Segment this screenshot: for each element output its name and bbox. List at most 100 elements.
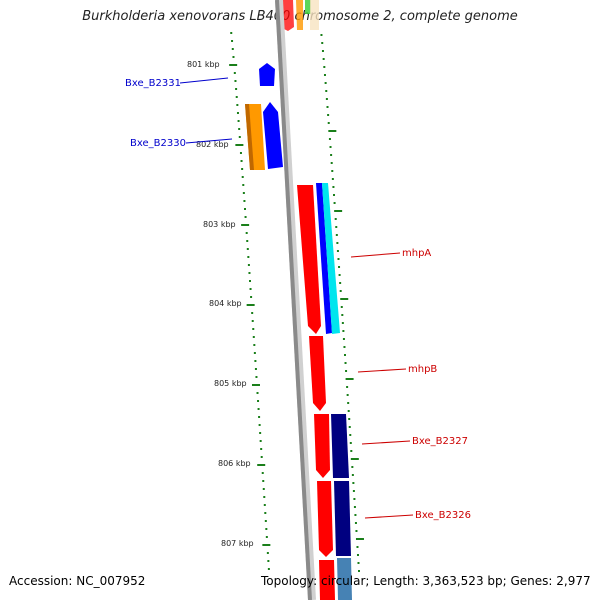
minor-tick: [231, 48, 234, 50]
minor-tick: [331, 178, 334, 180]
label-mhpa: mhpA: [402, 248, 431, 259]
minor-tick: [250, 296, 253, 298]
minor-tick: [249, 288, 252, 290]
minor-tick: [346, 386, 349, 388]
minor-tick: [332, 186, 335, 188]
label-bxe-b2326: Bxe_B2326: [415, 510, 471, 521]
minor-tick: [357, 562, 360, 564]
kbp-label-804: 804 kbp: [209, 299, 242, 308]
minor-tick: [331, 170, 334, 172]
minor-tick: [334, 218, 337, 220]
minor-tick: [264, 520, 267, 522]
minor-tick: [239, 152, 242, 154]
minor-tick: [350, 450, 353, 452]
kbp-label-805: 805 kbp: [214, 379, 247, 388]
minor-tick: [257, 408, 260, 410]
accession-text: Accession: NC_007952: [9, 574, 146, 588]
kbp-label-802: 802 kbp: [196, 140, 229, 149]
minor-tick: [263, 496, 266, 498]
minor-tick: [335, 226, 338, 228]
minor-tick: [263, 504, 266, 506]
minor-tick: [335, 234, 338, 236]
minor-tick: [352, 482, 355, 484]
minor-tick: [256, 392, 259, 394]
major-tick: [251, 384, 260, 386]
minor-tick: [237, 120, 240, 122]
label-bxe-b2331: Bxe_B2331: [125, 78, 181, 89]
kbp-label-806: 806 kbp: [218, 459, 251, 468]
minor-tick: [340, 306, 343, 308]
major-tick: [334, 210, 343, 212]
outer-genes: [297, 183, 352, 600]
minor-tick: [347, 410, 350, 412]
minor-tick: [321, 42, 324, 44]
kbp-labels: 801 kbp 802 kbp 803 kbp 804 kbp 805 kbp …: [187, 60, 254, 548]
minor-tick: [261, 472, 264, 474]
minor-tick: [356, 546, 359, 548]
gene-bxe-b2327: [314, 414, 330, 478]
top-orange-partial: [296, 0, 303, 30]
minor-tick: [358, 570, 360, 572]
minor-tick: [260, 456, 263, 458]
minor-tick: [244, 216, 247, 218]
major-tick: [350, 458, 359, 460]
minor-tick: [341, 322, 344, 324]
minor-tick: [354, 522, 357, 524]
minor-tick: [336, 242, 339, 244]
minor-tick: [355, 530, 358, 532]
minor-tick: [242, 184, 245, 186]
minor-tick: [321, 50, 324, 52]
minor-tick: [265, 528, 268, 530]
label-bxe-b2327: Bxe_B2327: [412, 436, 468, 447]
minor-tick: [352, 490, 355, 492]
minor-tick: [238, 136, 241, 138]
leader-mhpb: [357, 368, 407, 373]
minor-tick: [259, 432, 262, 434]
gene-navy-2: [334, 481, 351, 556]
major-tick: [246, 304, 255, 306]
minor-tick: [248, 272, 251, 274]
inner-genes: [245, 63, 283, 170]
minor-tick: [344, 362, 347, 364]
minor-tick: [245, 232, 248, 234]
minor-tick: [252, 328, 255, 330]
minor-tick: [246, 240, 249, 242]
minor-tick: [327, 122, 330, 124]
major-tick: [262, 544, 271, 546]
minor-tick: [351, 474, 354, 476]
minor-tick: [254, 368, 257, 370]
topology-text: Topology: circular; Length: 3,363,523 bp…: [261, 574, 591, 588]
leader-lines: [179, 77, 414, 519]
minor-tick: [243, 200, 246, 202]
minor-tick: [330, 162, 333, 164]
minor-tick: [342, 330, 345, 332]
major-tick: [328, 130, 337, 132]
minor-tick: [246, 248, 249, 250]
minor-tick: [258, 424, 261, 426]
minor-tick: [348, 426, 351, 428]
major-tick: [241, 224, 250, 226]
minor-tick: [356, 554, 359, 556]
gene-labels: Bxe_B2331 Bxe_B2330 mhpA mhpB Bxe_B2327 …: [125, 78, 471, 521]
minor-tick: [349, 442, 352, 444]
label-mhpb: mhpB: [408, 364, 437, 375]
minor-tick: [235, 96, 238, 98]
minor-tick: [241, 168, 244, 170]
inner-tick-ring: [229, 32, 271, 570]
minor-tick: [333, 202, 336, 204]
gene-cyan-1: [322, 183, 340, 334]
gene-bottom-steel: [337, 558, 352, 600]
minor-tick: [236, 104, 239, 106]
minor-tick: [259, 440, 262, 442]
minor-tick: [339, 282, 342, 284]
minor-tick: [235, 88, 238, 90]
kbp-label-807: 807 kbp: [221, 539, 254, 548]
minor-tick: [324, 82, 327, 84]
gene-navy-1: [331, 414, 349, 478]
major-tick: [229, 64, 238, 66]
minor-tick: [267, 560, 270, 562]
gene-blue-1: [316, 183, 332, 334]
minor-tick: [266, 552, 269, 554]
gene-bxe-b2326: [317, 481, 333, 557]
minor-tick: [323, 74, 326, 76]
